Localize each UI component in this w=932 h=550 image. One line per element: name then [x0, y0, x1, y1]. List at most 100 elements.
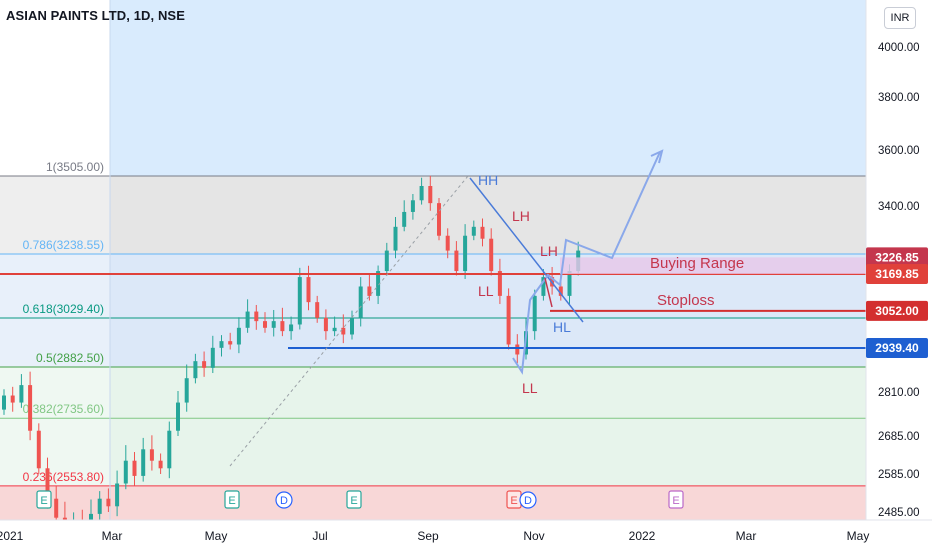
- candle-body: [115, 483, 120, 507]
- price-tick-label: 2810.00: [878, 387, 920, 399]
- candle-body: [176, 402, 180, 431]
- price-tick-label: 2685.00: [878, 431, 920, 443]
- price-tag-label: 3052.00: [875, 304, 919, 318]
- candle-body: [384, 250, 389, 272]
- time-tick-label: Jul: [312, 529, 327, 543]
- candle-body: [219, 341, 224, 348]
- candle-body: [532, 295, 537, 332]
- candle-body: [123, 460, 128, 484]
- candle-body: [141, 449, 146, 476]
- candle-body: [541, 277, 546, 296]
- price-tick-label: 3400.00: [878, 201, 920, 213]
- fib-label: 0.5(2882.50): [36, 351, 104, 365]
- fib-label: 0.382(2735.60): [23, 402, 104, 416]
- time-tick-label: Sep: [417, 529, 439, 543]
- price-tag-label: 3226.85: [875, 250, 919, 264]
- candle-body: [402, 211, 407, 227]
- candle-body: [393, 226, 398, 251]
- fib-band-bottom: [0, 485, 866, 520]
- candle-body: [297, 277, 302, 325]
- candle-body: [193, 361, 198, 379]
- candle-body: [567, 271, 572, 296]
- candle-body: [506, 295, 511, 345]
- fib-band: [0, 176, 866, 254]
- dividend-marker[interactable]: [275, 491, 293, 509]
- annotation-label: HL: [553, 319, 571, 335]
- candle-body: [471, 226, 476, 236]
- candle-body: [280, 321, 285, 332]
- candle-body: [158, 460, 163, 469]
- candle-body: [202, 361, 207, 368]
- earnings-marker-letter: E: [350, 495, 357, 507]
- candle-body: [497, 271, 502, 296]
- earnings-marker[interactable]: [224, 490, 240, 509]
- candle-body: [332, 327, 337, 332]
- earnings-marker-letter: E: [510, 495, 517, 507]
- candle-body: [376, 271, 381, 296]
- projection-arrowhead: [650, 149, 664, 164]
- candle-body: [271, 321, 276, 328]
- candle-body: [245, 311, 250, 328]
- buying-range-box: [560, 257, 866, 274]
- candle-body: [10, 395, 15, 403]
- candle-body: [463, 235, 468, 272]
- fib-anchor-line: [229, 175, 469, 467]
- candle-body: [480, 226, 485, 239]
- price-tag-label: 3169.85: [875, 267, 919, 281]
- time-tick-label: 2021: [0, 529, 24, 543]
- blue-future-zone: [110, 0, 866, 176]
- fib-band: [0, 318, 866, 367]
- annotation-label: Stoploss: [657, 292, 715, 309]
- projection-path: [512, 151, 661, 375]
- candle-body: [149, 449, 154, 461]
- time-tick-label: Mar: [102, 529, 123, 543]
- candle-body: [19, 385, 24, 403]
- candle-body: [45, 468, 50, 499]
- candle-body: [358, 286, 363, 318]
- price-tick-label: 2585.00: [878, 469, 920, 481]
- annotation-label: LL: [478, 283, 494, 299]
- price-tick-label: 3600.00: [878, 145, 920, 157]
- price-tag-box: [866, 300, 928, 321]
- fib-label: 0.786(3238.55): [23, 238, 104, 252]
- candle-body: [350, 317, 354, 335]
- price-tag-box: [866, 338, 928, 359]
- candle-body: [489, 238, 494, 272]
- candle-body: [428, 186, 433, 204]
- earnings-marker[interactable]: [36, 490, 52, 509]
- currency-button[interactable]: INR: [884, 7, 916, 29]
- left-overlay: [0, 176, 110, 520]
- annotation-label: HH: [478, 172, 498, 188]
- candle-body: [2, 395, 6, 410]
- earnings-marker[interactable]: [346, 490, 362, 509]
- candle-body: [558, 286, 563, 296]
- dividend-marker[interactable]: [519, 491, 537, 509]
- candle-body: [228, 341, 233, 345]
- price-tick-label: 4000.00: [878, 42, 920, 54]
- candle-body: [106, 498, 111, 507]
- earnings-marker[interactable]: [668, 490, 684, 509]
- fib-label: 0.236(2553.80): [23, 470, 104, 484]
- annotation-label: LL: [522, 380, 538, 396]
- price-tag-box: [866, 247, 928, 268]
- fib-label: 1(3505.00): [46, 160, 104, 174]
- price-tag-box: [866, 264, 928, 284]
- time-tick-label: Nov: [523, 529, 544, 543]
- price-tick-label: 3800.00: [878, 92, 920, 104]
- candle-body: [97, 498, 102, 514]
- dividend-marker-letter: D: [280, 495, 288, 507]
- dividend-marker-letter: D: [524, 495, 532, 507]
- candle-body: [515, 344, 520, 355]
- time-tick-label: Mar: [736, 529, 757, 543]
- candle-body: [236, 327, 241, 345]
- fib-band: [0, 418, 866, 486]
- candle-body: [210, 347, 215, 368]
- candle-body: [306, 277, 311, 303]
- candle-body: [289, 324, 294, 332]
- fib-label: 0.618(3029.40): [23, 302, 104, 316]
- time-axis-bg: [0, 520, 932, 550]
- white-zone: [0, 0, 110, 176]
- candle-body: [437, 203, 441, 236]
